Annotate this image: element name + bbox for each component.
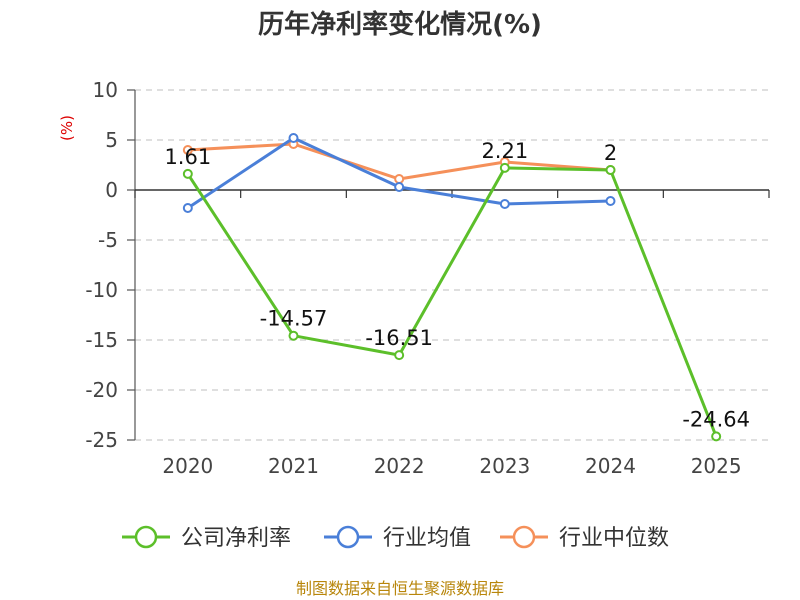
series-layer: [182, 133, 722, 442]
data-point[interactable]: [394, 174, 405, 184]
data-point[interactable]: [288, 330, 299, 341]
y-tick-label: -10: [85, 278, 118, 302]
legend-label: 行业均值: [383, 526, 471, 551]
y-tick-label: -20: [85, 378, 118, 402]
series-line-1: [186, 136, 612, 210]
data-point[interactable]: [288, 133, 299, 143]
data-point[interactable]: [182, 203, 193, 213]
data-point[interactable]: [394, 182, 405, 192]
data-labels: 1.61 -14.57 -16.51 2.21 2 -24.64: [164, 139, 750, 432]
series-line-0: [186, 166, 718, 438]
x-tick-label: 2022: [374, 454, 425, 478]
series-line-2: [186, 142, 612, 181]
y-tick-label: -15: [85, 328, 118, 352]
x-tick-label: 2023: [479, 454, 530, 478]
grid-lines: [135, 89, 769, 441]
data-label: -24.64: [682, 407, 750, 431]
chart-title: 历年净利率变化情况(%): [258, 9, 542, 40]
legend-marker: [336, 525, 360, 549]
data-point[interactable]: [605, 196, 616, 206]
legend-item-0[interactable]: 公司净利率: [122, 525, 291, 551]
data-point[interactable]: [499, 162, 510, 173]
source-note: 制图数据来自恒生聚源数据库: [296, 579, 504, 598]
x-tick-label: 2025: [691, 454, 742, 478]
x-tick-label: 2021: [268, 454, 319, 478]
y-tick-label: 10: [93, 78, 118, 102]
legend-item-1[interactable]: 行业均值: [324, 525, 471, 551]
axes: 10 5 0 -5 -10 -15 -20 -25 2020 2021 2022 2023 2024 20…: [85, 78, 770, 478]
y-tick-label: -5: [98, 228, 118, 252]
y-tick-label: 5: [105, 128, 118, 152]
data-point[interactable]: [182, 168, 193, 179]
data-point[interactable]: [499, 199, 510, 209]
legend-item-2[interactable]: 行业中位数: [500, 525, 669, 551]
y-tick-label: 0: [105, 178, 118, 202]
data-label: -16.51: [365, 326, 433, 350]
y-tick-label: -25: [85, 428, 118, 452]
data-point[interactable]: [394, 350, 405, 361]
x-tick-label: 2020: [162, 454, 213, 478]
data-label: 2: [604, 141, 617, 165]
data-point[interactable]: [182, 145, 193, 155]
x-tick-label: 2024: [585, 454, 636, 478]
legend-marker: [512, 525, 536, 549]
data-point[interactable]: [605, 165, 616, 175]
data-label: 2.21: [481, 139, 528, 163]
legend[interactable]: 公司净利率 行业均值 行业中位数: [122, 525, 669, 551]
legend-label: 公司净利率: [181, 526, 291, 551]
data-label: -14.57: [260, 307, 328, 331]
data-point[interactable]: [711, 431, 722, 442]
data-label: 1.61: [164, 145, 211, 169]
legend-label: 行业中位数: [559, 526, 669, 551]
y-axis-label: (%): [58, 115, 76, 141]
legend-marker: [134, 525, 158, 549]
